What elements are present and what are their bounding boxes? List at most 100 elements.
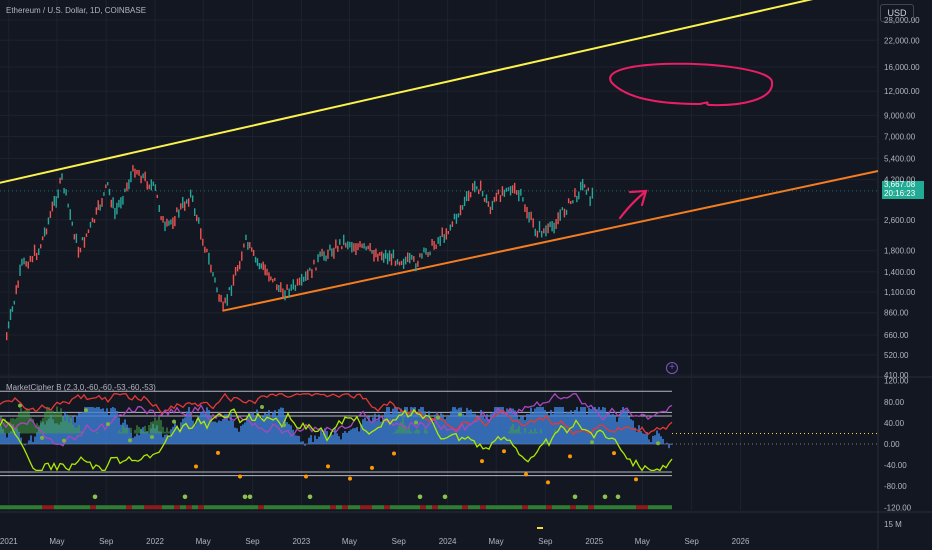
candle <box>51 201 54 212</box>
osc-wave-bar <box>658 433 660 444</box>
osc-state-bar <box>636 505 642 510</box>
osc-wave-bar <box>180 422 182 444</box>
candle <box>168 220 170 226</box>
candle <box>13 300 16 305</box>
candle <box>224 297 226 304</box>
osc-money-flow-bar <box>134 429 136 434</box>
candle <box>220 294 222 303</box>
osc-wave-bar <box>578 411 580 444</box>
osc-money-flow-bar <box>520 432 522 434</box>
y-tick-label: 520.00 <box>884 351 909 360</box>
candle <box>232 274 235 286</box>
osc-state-bar <box>426 505 432 510</box>
osc-wave-bar <box>284 415 286 444</box>
candle <box>27 261 29 269</box>
osc-wave-bar <box>272 412 274 444</box>
candle <box>110 199 113 208</box>
osc-signal-dot <box>84 408 88 413</box>
osc-state-bar <box>54 505 60 510</box>
candle <box>383 253 385 263</box>
osc-wave-bar <box>84 407 86 444</box>
candle <box>437 237 439 244</box>
oscillator: 120.00 80.00 40.00 0.00 -40.00 -80.00 -120.00 <box>0 377 912 512</box>
candle <box>236 265 239 272</box>
osc-money-flow-bar <box>152 421 154 434</box>
x-tick-label: May <box>489 537 504 546</box>
osc-wave-bar <box>160 431 162 444</box>
osc-wave-bar <box>390 413 392 444</box>
osc-state-bar <box>318 505 324 510</box>
osc-money-flow-bar <box>56 406 58 434</box>
osc-wave-bar <box>0 425 2 444</box>
x-tick-label: Sep <box>392 537 407 546</box>
candle <box>79 247 82 253</box>
osc-wave-bar <box>454 407 456 444</box>
osc-money-flow-bar <box>154 417 156 434</box>
osc-wave-bar <box>294 435 296 444</box>
osc-bottom-dot <box>247 494 253 500</box>
osc-state-bar <box>510 505 516 510</box>
osc-state-bar <box>372 505 378 510</box>
candle <box>148 184 150 190</box>
candle <box>290 284 292 291</box>
candle <box>130 171 132 183</box>
osc-wave-bar <box>412 407 414 444</box>
candle <box>363 243 365 249</box>
add-plus-icon[interactable]: + <box>666 362 678 374</box>
candle <box>280 282 282 293</box>
candle <box>128 179 130 190</box>
osc-state-bar <box>210 505 216 510</box>
osc-signal-dot <box>458 412 462 417</box>
osc-signal-dot <box>304 474 308 479</box>
osc-wave-bar <box>158 431 160 444</box>
osc-money-flow-bar <box>540 429 542 434</box>
osc-wave-bar <box>98 407 100 444</box>
osc-state-bar <box>576 505 582 510</box>
osc-wave-bar <box>620 410 622 444</box>
candle <box>578 191 580 200</box>
osc-money-flow-bar <box>14 418 16 434</box>
osc-money-flow-bar <box>410 431 412 434</box>
osc-wave-bar <box>656 430 658 444</box>
candle <box>126 182 128 192</box>
osc-wave-bar <box>318 436 320 444</box>
candle <box>398 261 401 266</box>
osc-money-flow-bar <box>12 418 14 434</box>
candle <box>152 181 155 186</box>
candle <box>178 209 180 218</box>
candle <box>162 216 164 223</box>
candle <box>150 179 152 191</box>
currency-button[interactable]: USD <box>880 4 914 22</box>
osc-wave-bar <box>650 442 652 444</box>
candle <box>321 248 323 257</box>
osc-state-bar <box>168 505 174 510</box>
candle <box>367 245 369 250</box>
osc-state-bar <box>30 505 36 510</box>
osc-wave-bar <box>494 407 496 444</box>
osc-wave-bar <box>300 441 302 444</box>
candle <box>451 221 454 227</box>
candle <box>540 230 543 238</box>
candle <box>154 184 157 191</box>
osc-state-bar <box>534 505 540 510</box>
osc-wave-bar <box>232 420 234 444</box>
osc-money-flow-bar <box>42 417 44 434</box>
candle <box>443 234 445 243</box>
candle <box>264 264 266 276</box>
osc-money-flow-bar <box>36 423 38 434</box>
candle <box>572 200 574 204</box>
candle <box>258 263 261 270</box>
candle <box>75 233 78 243</box>
candle <box>585 189 588 195</box>
osc-wave-bar <box>468 410 470 444</box>
osc-wave-bar <box>94 407 96 444</box>
osc-money-flow-bar <box>144 425 146 434</box>
osc-state-bar <box>36 505 42 510</box>
osc-money-flow-bar <box>30 417 32 434</box>
osc-wave-bar <box>156 425 158 444</box>
osc-state-bar <box>252 505 258 510</box>
osc-wave-bar <box>292 429 294 444</box>
osc-bottom-dot <box>602 494 608 500</box>
osc-wave-bar <box>350 429 352 444</box>
